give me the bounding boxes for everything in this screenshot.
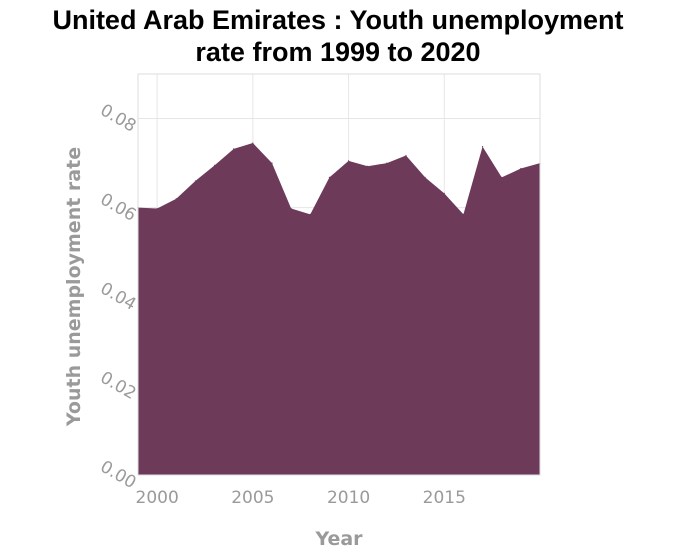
x-tick-label-1: 2005	[231, 488, 274, 508]
y-tick-label-0: 0.00	[97, 457, 140, 493]
area-layer	[137, 142, 541, 476]
x-tick-label-2: 2010	[327, 488, 370, 508]
y-axis: 0.00 0.02 0.04 0.06 0.08	[97, 100, 140, 493]
y-axis-label: Youth unemployment rate	[63, 147, 85, 427]
y-tick-label-4: 0.08	[97, 100, 140, 136]
data-point-2018	[501, 176, 503, 178]
chart-title: United Arab Emirates : Youth unemploymen…	[0, 4, 676, 68]
data-point-2007	[290, 207, 292, 210]
chart-title-line-1: United Arab Emirates : Youth unemploymen…	[52, 5, 624, 35]
data-point-2008	[309, 213, 311, 215]
data-point-2005	[252, 142, 254, 144]
data-point-2009	[328, 176, 331, 178]
data-point-2006	[271, 162, 273, 164]
data-point-2000	[156, 207, 158, 210]
data-point-2017	[481, 146, 484, 148]
data-point-2011	[367, 165, 369, 167]
data-point-2004	[233, 148, 235, 150]
data-point-2012	[386, 162, 388, 164]
data-point-2001	[175, 198, 177, 200]
data-point-2016	[462, 213, 465, 215]
x-tick-label-0: 2000	[136, 488, 179, 508]
plot-frame	[137, 73, 541, 476]
data-point-2014	[424, 176, 426, 178]
data-point-2003	[213, 164, 216, 166]
y-tick-label-1: 0.02	[97, 368, 140, 404]
data-point-2010	[347, 160, 350, 162]
area-series-0	[138, 143, 540, 476]
y-tick-label-2: 0.04	[97, 279, 140, 315]
data-point-2013	[405, 154, 407, 157]
x-tick-label-3: 2015	[423, 488, 466, 508]
data-point-2002	[194, 180, 197, 182]
chart-title-line-2: rate from 1999 to 2020	[195, 37, 481, 67]
x-axis: 2000 2005 2010 2015	[136, 488, 466, 508]
y-tick-label-3: 0.06	[97, 190, 140, 226]
data-point-2015	[443, 192, 445, 195]
data-point-2019	[520, 167, 522, 170]
x-axis-label: Year	[314, 528, 363, 550]
